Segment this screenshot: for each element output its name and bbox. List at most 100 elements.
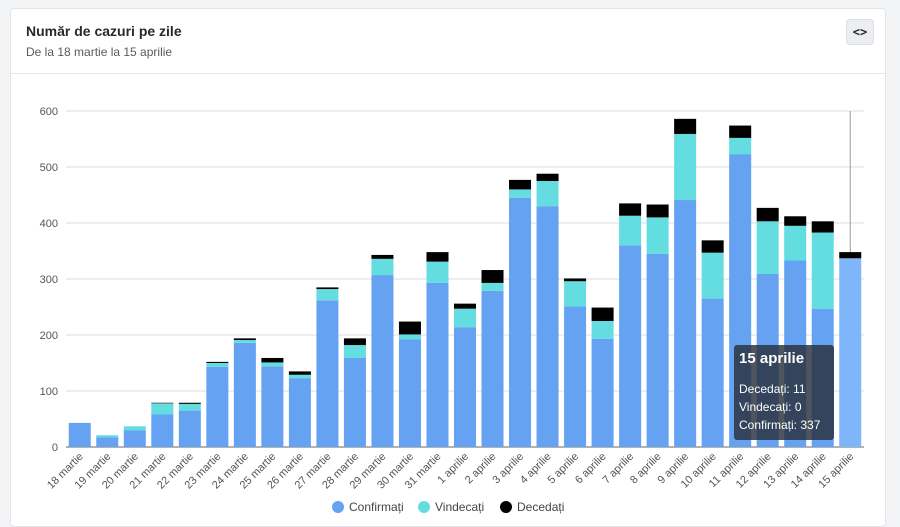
tooltip-box	[734, 345, 834, 440]
tooltip-line: Vindecați: 0	[739, 400, 802, 414]
legend-marker[interactable]	[418, 501, 430, 513]
legend-label[interactable]: Confirmați	[349, 500, 404, 514]
bar-deceased[interactable]	[591, 307, 614, 321]
bar-recovered[interactable]	[701, 252, 724, 299]
bar-recovered[interactable]	[398, 334, 421, 340]
bar-deceased[interactable]	[756, 207, 779, 222]
bar-deceased[interactable]	[178, 402, 201, 404]
bar-recovered[interactable]	[784, 225, 807, 261]
bar-confirmed[interactable]	[674, 200, 697, 447]
bar-deceased[interactable]	[564, 278, 587, 282]
bar-deceased[interactable]	[206, 361, 229, 363]
bar-confirmed[interactable]	[261, 366, 284, 447]
bar-recovered[interactable]	[591, 321, 614, 339]
y-tick-label: 500	[40, 162, 58, 174]
bar-recovered[interactable]	[646, 217, 669, 254]
bar-deceased[interactable]	[729, 125, 752, 138]
bar-confirmed[interactable]	[233, 342, 256, 447]
bar-recovered[interactable]	[151, 403, 174, 415]
bar-confirmed[interactable]	[343, 357, 366, 447]
tooltip-line: Confirmați: 337	[739, 418, 821, 432]
bar-confirmed[interactable]	[453, 327, 477, 447]
bar-recovered[interactable]	[96, 435, 119, 438]
bar-deceased[interactable]	[674, 118, 697, 134]
bar-deceased[interactable]	[426, 252, 449, 262]
bar-recovered[interactable]	[564, 281, 587, 307]
bar-recovered[interactable]	[343, 345, 366, 358]
bar-deceased[interactable]	[481, 270, 504, 283]
bar-confirmed[interactable]	[481, 290, 504, 447]
bar-deceased[interactable]	[398, 321, 421, 335]
bar-recovered[interactable]	[756, 221, 779, 274]
bar-recovered[interactable]	[371, 258, 394, 276]
bar-recovered[interactable]	[426, 261, 449, 283]
embed-code-button[interactable]: <>	[846, 19, 874, 45]
bar-recovered[interactable]	[729, 137, 752, 155]
bar-deceased[interactable]	[784, 216, 807, 226]
bar-confirmed[interactable]	[509, 197, 532, 447]
bar-deceased[interactable]	[509, 179, 532, 190]
bar-confirmed[interactable]	[536, 206, 559, 447]
bar-deceased[interactable]	[233, 338, 256, 341]
bar-deceased[interactable]	[288, 371, 311, 375]
bar-recovered[interactable]	[536, 181, 559, 207]
bar-confirmed[interactable]	[426, 282, 449, 447]
legend-marker[interactable]	[332, 501, 344, 513]
bar-confirmed[interactable]	[591, 338, 614, 447]
legend-label[interactable]: Vindecați	[435, 500, 484, 514]
bar-confirmed[interactable]	[619, 245, 642, 447]
bar-recovered[interactable]	[619, 215, 642, 246]
bar-deceased[interactable]	[646, 204, 669, 218]
bar-recovered[interactable]	[481, 282, 504, 291]
bar-confirmed[interactable]	[151, 414, 174, 447]
bar-confirmed[interactable]	[701, 298, 724, 447]
y-tick-label: 100	[40, 386, 58, 398]
y-tick-label: 400	[40, 218, 58, 230]
legend-label[interactable]: Decedați	[517, 500, 564, 514]
bar-deceased[interactable]	[839, 252, 862, 259]
bar-recovered[interactable]	[261, 362, 284, 367]
bar-confirmed[interactable]	[398, 339, 421, 447]
bar-confirmed[interactable]	[68, 422, 91, 447]
bar-deceased[interactable]	[151, 402, 174, 404]
bar-deceased[interactable]	[453, 303, 477, 309]
bar-recovered[interactable]	[233, 340, 256, 343]
bar-recovered[interactable]	[674, 133, 697, 201]
tooltip-title: 15 aprilie	[739, 350, 804, 367]
bar-confirmed[interactable]	[839, 258, 862, 447]
bar-confirmed[interactable]	[178, 410, 201, 447]
card-header: Număr de cazuri pe zile De la 18 martie …	[11, 9, 885, 74]
bar-confirmed[interactable]	[371, 275, 394, 447]
bar-deceased[interactable]	[619, 203, 642, 216]
bar-confirmed[interactable]	[564, 306, 587, 447]
legend-marker[interactable]	[500, 501, 512, 513]
bar-recovered[interactable]	[123, 426, 146, 431]
y-tick-label: 600	[40, 106, 58, 118]
bar-deceased[interactable]	[316, 287, 339, 290]
y-tick-label: 200	[40, 330, 58, 342]
bar-recovered[interactable]	[206, 363, 229, 367]
bar-deceased[interactable]	[701, 240, 724, 253]
bar-recovered[interactable]	[509, 189, 532, 198]
bar-recovered[interactable]	[453, 308, 477, 328]
bar-confirmed[interactable]	[646, 253, 669, 447]
chart-subtitle: De la 18 martie la 15 aprilie	[26, 45, 173, 59]
tooltip-line: Decedați: 11	[739, 382, 806, 396]
bar-confirmed[interactable]	[123, 430, 146, 447]
bar-deceased[interactable]	[261, 357, 284, 363]
y-tick-label: 300	[40, 274, 58, 286]
bar-recovered[interactable]	[316, 289, 339, 301]
bar-confirmed[interactable]	[206, 366, 229, 447]
bar-recovered[interactable]	[811, 232, 834, 309]
bar-confirmed[interactable]	[96, 437, 119, 447]
bar-recovered[interactable]	[178, 403, 201, 411]
bar-confirmed[interactable]	[288, 378, 311, 447]
bar-deceased[interactable]	[811, 221, 834, 233]
bar-confirmed[interactable]	[316, 300, 339, 447]
bar-deceased[interactable]	[536, 173, 559, 181]
bar-recovered[interactable]	[288, 374, 311, 379]
bar-deceased[interactable]	[343, 338, 366, 346]
chart-title: Număr de cazuri pe zile	[26, 23, 182, 39]
bar-deceased[interactable]	[371, 254, 394, 259]
